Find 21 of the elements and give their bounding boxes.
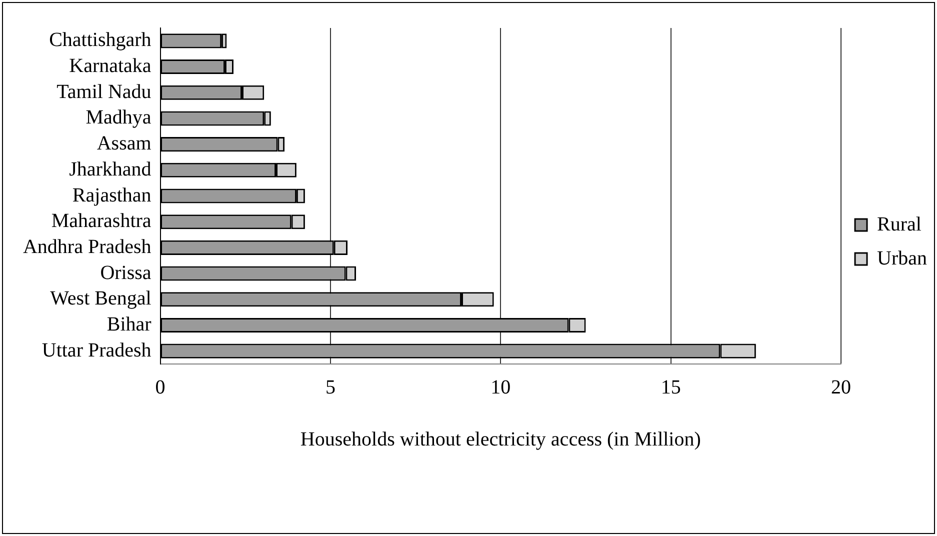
- y-tick-label: West Bengal: [50, 288, 152, 310]
- x-axis-title: Households without electricity access (in Million): [300, 428, 701, 450]
- legend-label: Urban: [877, 247, 928, 270]
- y-tick-label: Chattishgarh: [49, 29, 152, 52]
- x-tick-label: 15: [660, 376, 681, 398]
- y-tick-label: Jharkhand: [69, 158, 152, 180]
- y-tick-label: Tamil Nadu: [56, 80, 152, 103]
- x-tick-label: 20: [831, 376, 852, 398]
- y-tick-label: Rajasthan: [72, 184, 152, 206]
- y-tick-label: Madhya: [86, 106, 152, 129]
- x-tick-label: 5: [325, 376, 336, 398]
- y-tick-label: Orissa: [100, 262, 152, 284]
- y-tick-label: Karnataka: [69, 55, 152, 78]
- x-tick-label: 0: [155, 376, 166, 398]
- y-tick-label: Andhra Pradesh: [22, 236, 152, 258]
- legend-label: Rural: [877, 213, 922, 236]
- y-tick-label: Uttar Pradesh: [42, 339, 152, 362]
- x-tick-label: 10: [490, 376, 511, 398]
- y-tick-label: Maharashtra: [51, 210, 152, 232]
- y-tick-label: Assam: [96, 132, 152, 155]
- y-tick-label: Bihar: [106, 313, 152, 336]
